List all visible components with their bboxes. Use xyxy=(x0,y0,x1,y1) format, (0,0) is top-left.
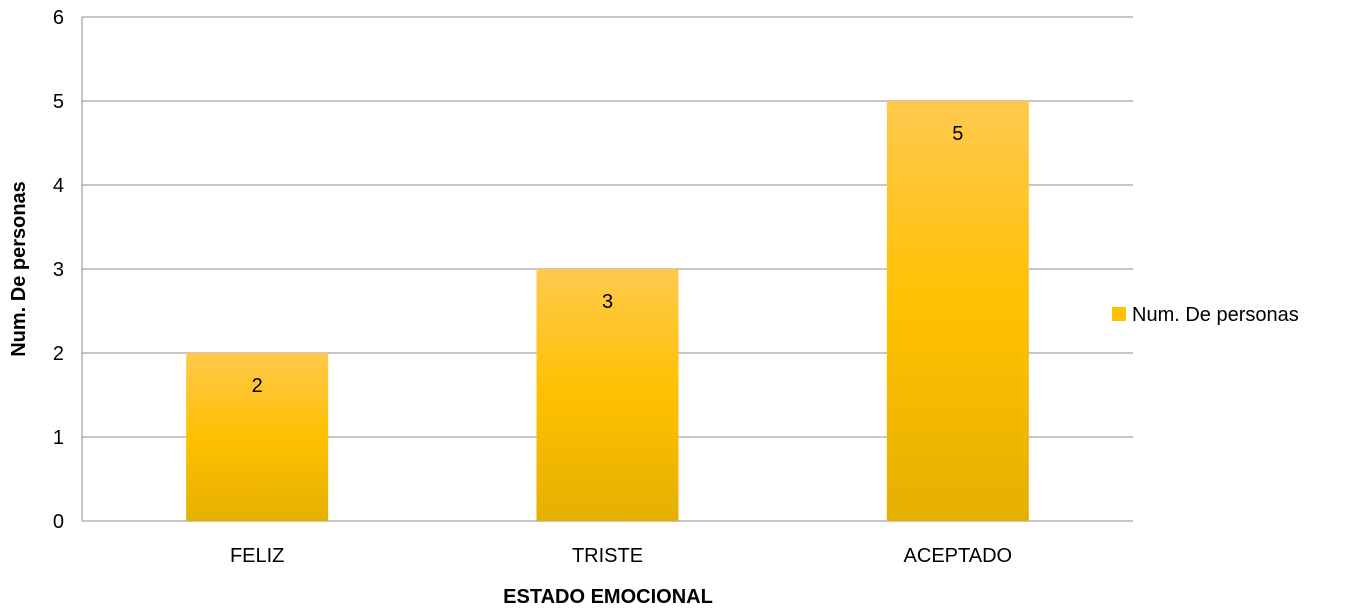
x-tick-label: TRISTE xyxy=(572,545,643,567)
x-axis-title: ESTADO EMOCIONAL xyxy=(503,586,713,608)
legend-label: Num. De personas xyxy=(1132,304,1299,326)
y-tick-label: 2 xyxy=(53,343,64,365)
y-tick-label: 6 xyxy=(53,7,64,29)
legend-swatch xyxy=(1112,307,1126,321)
y-axis-title: Num. De personas xyxy=(8,181,30,357)
y-tick-label: 3 xyxy=(53,259,64,281)
data-label: 3 xyxy=(602,291,613,313)
legend: Num. De personas xyxy=(1112,304,1299,326)
bars xyxy=(186,101,1029,521)
y-tick-label: 5 xyxy=(53,91,64,113)
data-label: 5 xyxy=(952,123,963,145)
x-tick-label: FELIZ xyxy=(230,545,284,567)
x-tick-label: ACEPTADO xyxy=(904,545,1013,567)
bar-triste xyxy=(536,269,679,521)
y-tick-label: 4 xyxy=(53,175,64,197)
x-tick-labels: FELIZ TRISTE ACEPTADO xyxy=(230,545,1012,567)
data-labels: 2 3 5 xyxy=(252,123,964,397)
y-tick-label: 1 xyxy=(53,427,64,449)
y-tick-labels: 0 1 2 3 4 5 6 xyxy=(53,7,64,533)
data-label: 2 xyxy=(252,375,263,397)
y-tick-label: 0 xyxy=(53,511,64,533)
bar-feliz xyxy=(186,353,329,521)
bar-aceptado xyxy=(886,101,1029,521)
